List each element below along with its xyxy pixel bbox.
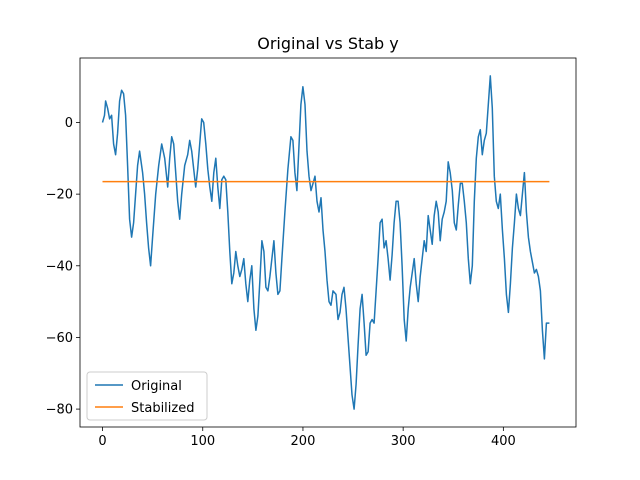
axes-frame (79, 57, 577, 428)
y-tick-label: −80 (46, 403, 73, 418)
ticks-layer: 0 100 200 300 400 −80 −60 −40 −20 0 (46, 116, 516, 449)
x-tick-label: 400 (491, 434, 516, 449)
x-tick-label: 0 (98, 434, 106, 449)
x-tick-label: 300 (391, 434, 416, 449)
y-tick-label: −20 (46, 188, 73, 203)
y-tick-label: 0 (65, 116, 73, 131)
x-tick-label: 200 (291, 434, 316, 449)
series-line-original (101, 75, 550, 410)
y-tick-label: −40 (46, 259, 73, 274)
series-layer (101, 75, 550, 410)
chart-title: Original vs Stab y (257, 34, 399, 53)
legend-label-original: Original (131, 379, 182, 394)
y-tick-label: −60 (46, 331, 73, 346)
legend-box (86, 371, 208, 421)
legend: Original Stabilized (86, 371, 208, 421)
legend-label-stabilized: Stabilized (131, 401, 194, 416)
x-tick-label: 100 (190, 434, 215, 449)
